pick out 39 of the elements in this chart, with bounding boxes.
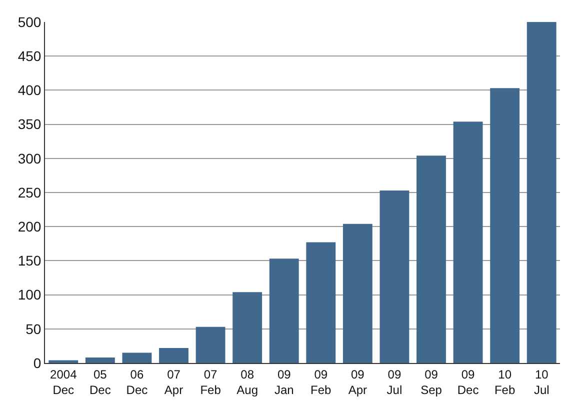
bar [306, 242, 336, 363]
x-tick-label: 07 Apr [164, 367, 184, 397]
x-tick-label: 09 Feb [310, 367, 332, 397]
y-tick-label: 300 [18, 150, 42, 166]
bar [453, 122, 483, 363]
bar [85, 358, 115, 363]
bar [490, 88, 520, 363]
x-tick-label: 06 Dec [126, 367, 148, 397]
bar [269, 258, 299, 363]
x-tick-label: 2004 Dec [50, 367, 78, 397]
bar [416, 156, 446, 363]
y-tick-label: 0 [33, 354, 42, 371]
x-tick-label: 07 Feb [200, 367, 222, 397]
x-tick-label: 09 Jan [274, 367, 294, 397]
bar [342, 224, 372, 363]
y-tick-label: 250 [18, 184, 42, 200]
bar [526, 22, 556, 363]
bar [48, 360, 78, 363]
y-tick-label: 350 [18, 116, 42, 132]
x-tick-label: 09 Dec [457, 367, 479, 397]
x-tick-label: 09 Jul [386, 367, 402, 397]
x-tick-label: 09 Sep [420, 367, 442, 397]
x-tick-label: 08 Aug [236, 367, 258, 397]
x-tick-label: 05 Dec [90, 367, 111, 397]
x-tick-label: 09 Apr [348, 367, 368, 397]
y-tick-label: 50 [26, 320, 42, 337]
bar [159, 348, 188, 363]
bar [122, 352, 152, 363]
x-tick-label: 10 Jul [534, 367, 550, 397]
y-tick-label: 400 [18, 82, 42, 98]
y-tick-label: 100 [18, 286, 42, 303]
y-tick-label: 200 [18, 218, 42, 234]
y-tick-label: 150 [18, 252, 42, 269]
y-tick-label: 500 [18, 14, 42, 30]
x-tick-label: 10 Feb [494, 367, 516, 397]
bar [232, 292, 262, 363]
bar [380, 190, 410, 363]
bar [196, 326, 226, 363]
y-tick-label: 450 [18, 48, 42, 64]
